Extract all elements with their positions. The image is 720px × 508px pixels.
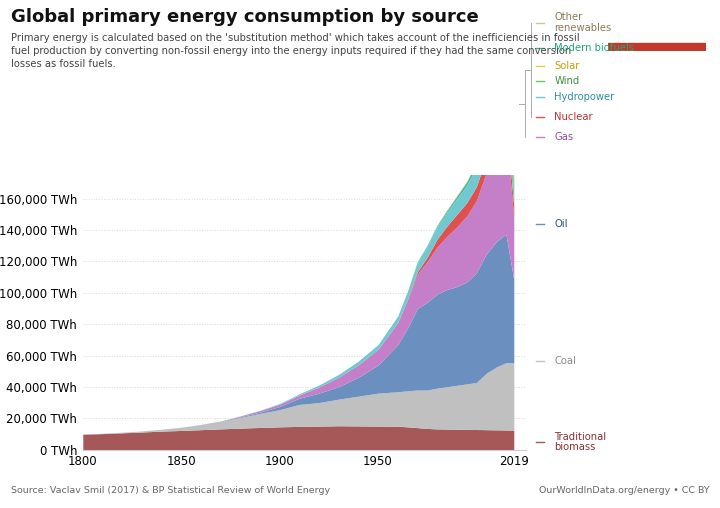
Text: Other
renewables: Other renewables bbox=[554, 13, 612, 33]
Text: Source: Vaclav Smil (2017) & BP Statistical Review of World Energy: Source: Vaclav Smil (2017) & BP Statisti… bbox=[11, 486, 330, 495]
Text: in Data: in Data bbox=[637, 26, 677, 37]
Text: Modern biofuels: Modern biofuels bbox=[554, 43, 634, 53]
Text: Solar: Solar bbox=[554, 61, 580, 71]
Text: Oil: Oil bbox=[554, 218, 568, 229]
Text: Traditional
biomass: Traditional biomass bbox=[554, 432, 606, 452]
Text: OurWorldInData.org/energy • CC BY: OurWorldInData.org/energy • CC BY bbox=[539, 486, 709, 495]
Text: Global primary energy consumption by source: Global primary energy consumption by sou… bbox=[11, 8, 479, 25]
Text: Wind: Wind bbox=[554, 76, 580, 86]
Text: Coal: Coal bbox=[554, 356, 576, 366]
Bar bbox=[608, 43, 706, 51]
Text: Hydropower: Hydropower bbox=[554, 91, 615, 102]
Text: Our World: Our World bbox=[629, 13, 685, 23]
Text: Primary energy is calculated based on the 'substitution method' which takes acco: Primary energy is calculated based on th… bbox=[11, 33, 580, 70]
Text: Nuclear: Nuclear bbox=[554, 112, 593, 122]
Text: Gas: Gas bbox=[554, 132, 574, 142]
